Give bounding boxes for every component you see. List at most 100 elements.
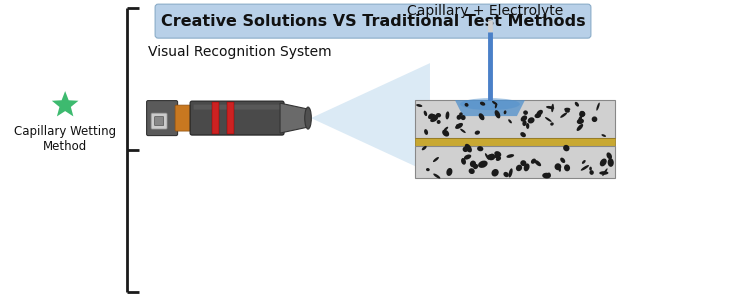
Ellipse shape [520, 132, 526, 137]
Ellipse shape [560, 158, 566, 163]
Polygon shape [280, 103, 308, 133]
Ellipse shape [563, 145, 569, 151]
Ellipse shape [545, 117, 552, 122]
Ellipse shape [520, 160, 526, 166]
Polygon shape [311, 63, 430, 173]
Ellipse shape [580, 111, 585, 116]
Ellipse shape [465, 144, 472, 152]
Ellipse shape [599, 171, 608, 175]
Ellipse shape [489, 154, 495, 160]
Polygon shape [455, 100, 525, 116]
FancyBboxPatch shape [194, 105, 280, 110]
Ellipse shape [524, 110, 528, 115]
Ellipse shape [551, 104, 554, 112]
Ellipse shape [559, 167, 561, 172]
Ellipse shape [542, 173, 551, 178]
Ellipse shape [503, 172, 509, 177]
Ellipse shape [461, 158, 466, 165]
Ellipse shape [446, 111, 449, 119]
Ellipse shape [596, 103, 600, 111]
FancyBboxPatch shape [415, 146, 615, 178]
Ellipse shape [531, 159, 536, 164]
Ellipse shape [580, 165, 589, 171]
Ellipse shape [424, 129, 428, 135]
FancyBboxPatch shape [175, 105, 195, 131]
Ellipse shape [455, 123, 463, 129]
Ellipse shape [509, 119, 512, 123]
Ellipse shape [475, 130, 480, 135]
Ellipse shape [463, 146, 468, 152]
Ellipse shape [477, 146, 483, 151]
Ellipse shape [607, 152, 612, 159]
FancyBboxPatch shape [190, 101, 284, 135]
Ellipse shape [460, 98, 520, 110]
Text: Creative Solutions VS Traditional Test Methods: Creative Solutions VS Traditional Test M… [160, 14, 585, 28]
Ellipse shape [424, 111, 427, 116]
Ellipse shape [590, 170, 594, 175]
Ellipse shape [509, 168, 513, 178]
Ellipse shape [460, 115, 466, 120]
Ellipse shape [524, 164, 530, 171]
Ellipse shape [464, 154, 471, 160]
Ellipse shape [478, 160, 488, 168]
Ellipse shape [526, 123, 530, 129]
Text: Capillary + Electrolyte: Capillary + Electrolyte [406, 4, 563, 18]
Ellipse shape [494, 110, 500, 118]
Ellipse shape [520, 116, 527, 122]
Ellipse shape [431, 114, 437, 118]
Ellipse shape [608, 158, 613, 167]
Ellipse shape [548, 172, 550, 176]
Ellipse shape [488, 154, 495, 160]
Ellipse shape [422, 146, 427, 150]
Ellipse shape [564, 108, 571, 111]
Ellipse shape [522, 120, 526, 126]
FancyBboxPatch shape [415, 100, 615, 138]
FancyBboxPatch shape [227, 102, 234, 134]
Ellipse shape [495, 103, 497, 108]
Ellipse shape [473, 164, 478, 169]
Ellipse shape [560, 112, 567, 118]
Ellipse shape [464, 103, 469, 107]
Ellipse shape [565, 109, 570, 113]
Ellipse shape [480, 102, 485, 106]
Ellipse shape [574, 102, 579, 106]
Ellipse shape [528, 117, 535, 124]
Ellipse shape [516, 165, 522, 171]
Ellipse shape [416, 104, 422, 107]
Ellipse shape [460, 129, 466, 133]
Ellipse shape [430, 116, 438, 122]
Ellipse shape [536, 110, 543, 116]
FancyBboxPatch shape [155, 4, 591, 38]
Ellipse shape [535, 113, 541, 118]
Ellipse shape [600, 158, 607, 166]
Ellipse shape [592, 116, 597, 122]
Ellipse shape [428, 113, 433, 119]
Ellipse shape [485, 153, 489, 160]
Ellipse shape [436, 113, 441, 117]
Ellipse shape [564, 164, 570, 171]
Ellipse shape [579, 111, 585, 117]
Ellipse shape [582, 160, 586, 164]
Ellipse shape [496, 157, 501, 161]
Ellipse shape [433, 173, 440, 178]
FancyBboxPatch shape [415, 138, 615, 146]
Ellipse shape [494, 153, 501, 158]
Ellipse shape [506, 154, 515, 158]
Ellipse shape [457, 115, 461, 120]
Ellipse shape [456, 124, 460, 128]
Ellipse shape [504, 110, 506, 114]
Ellipse shape [442, 130, 449, 136]
Text: Capillary Wetting
Method: Capillary Wetting Method [14, 125, 116, 153]
Ellipse shape [602, 134, 606, 137]
Ellipse shape [535, 160, 542, 166]
Ellipse shape [436, 120, 441, 124]
Text: Visual Recognition System: Visual Recognition System [148, 45, 332, 59]
FancyBboxPatch shape [146, 100, 178, 136]
Ellipse shape [469, 168, 475, 174]
Ellipse shape [577, 124, 584, 131]
FancyBboxPatch shape [151, 113, 167, 129]
Ellipse shape [446, 168, 452, 176]
Ellipse shape [554, 163, 561, 170]
Ellipse shape [578, 116, 582, 122]
Ellipse shape [491, 169, 499, 176]
